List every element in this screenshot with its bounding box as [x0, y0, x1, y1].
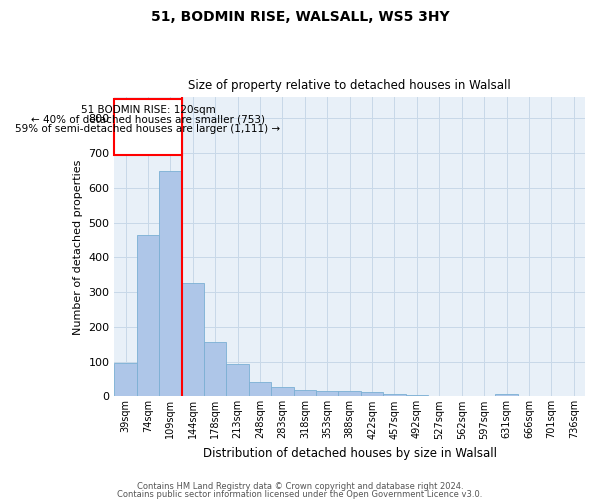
Title: Size of property relative to detached houses in Walsall: Size of property relative to detached ho…	[188, 79, 511, 92]
Y-axis label: Number of detached properties: Number of detached properties	[73, 159, 83, 334]
Text: Contains HM Land Registry data © Crown copyright and database right 2024.: Contains HM Land Registry data © Crown c…	[137, 482, 463, 491]
Bar	[159, 171, 182, 396]
Text: ← 40% of detached houses are smaller (753): ← 40% of detached houses are smaller (75…	[31, 114, 265, 124]
X-axis label: Distribution of detached houses by size in Walsall: Distribution of detached houses by size …	[203, 447, 497, 460]
Bar	[406, 394, 428, 396]
Text: 51 BODMIN RISE: 120sqm: 51 BODMIN RISE: 120sqm	[80, 106, 215, 116]
Bar	[316, 391, 338, 396]
Text: 59% of semi-detached houses are larger (1,111) →: 59% of semi-detached houses are larger (…	[16, 124, 281, 134]
Bar	[115, 364, 137, 396]
Bar	[182, 284, 204, 397]
Bar	[383, 394, 406, 396]
Bar	[338, 391, 361, 396]
Bar	[115, 99, 182, 154]
Bar	[271, 387, 293, 396]
Bar	[226, 364, 249, 396]
Bar	[249, 382, 271, 396]
Text: Contains public sector information licensed under the Open Government Licence v3: Contains public sector information licen…	[118, 490, 482, 499]
Text: 51, BODMIN RISE, WALSALL, WS5 3HY: 51, BODMIN RISE, WALSALL, WS5 3HY	[151, 10, 449, 24]
Bar	[293, 390, 316, 396]
Bar	[496, 394, 518, 396]
Bar	[361, 392, 383, 396]
Bar	[204, 342, 226, 396]
Bar	[137, 234, 159, 396]
